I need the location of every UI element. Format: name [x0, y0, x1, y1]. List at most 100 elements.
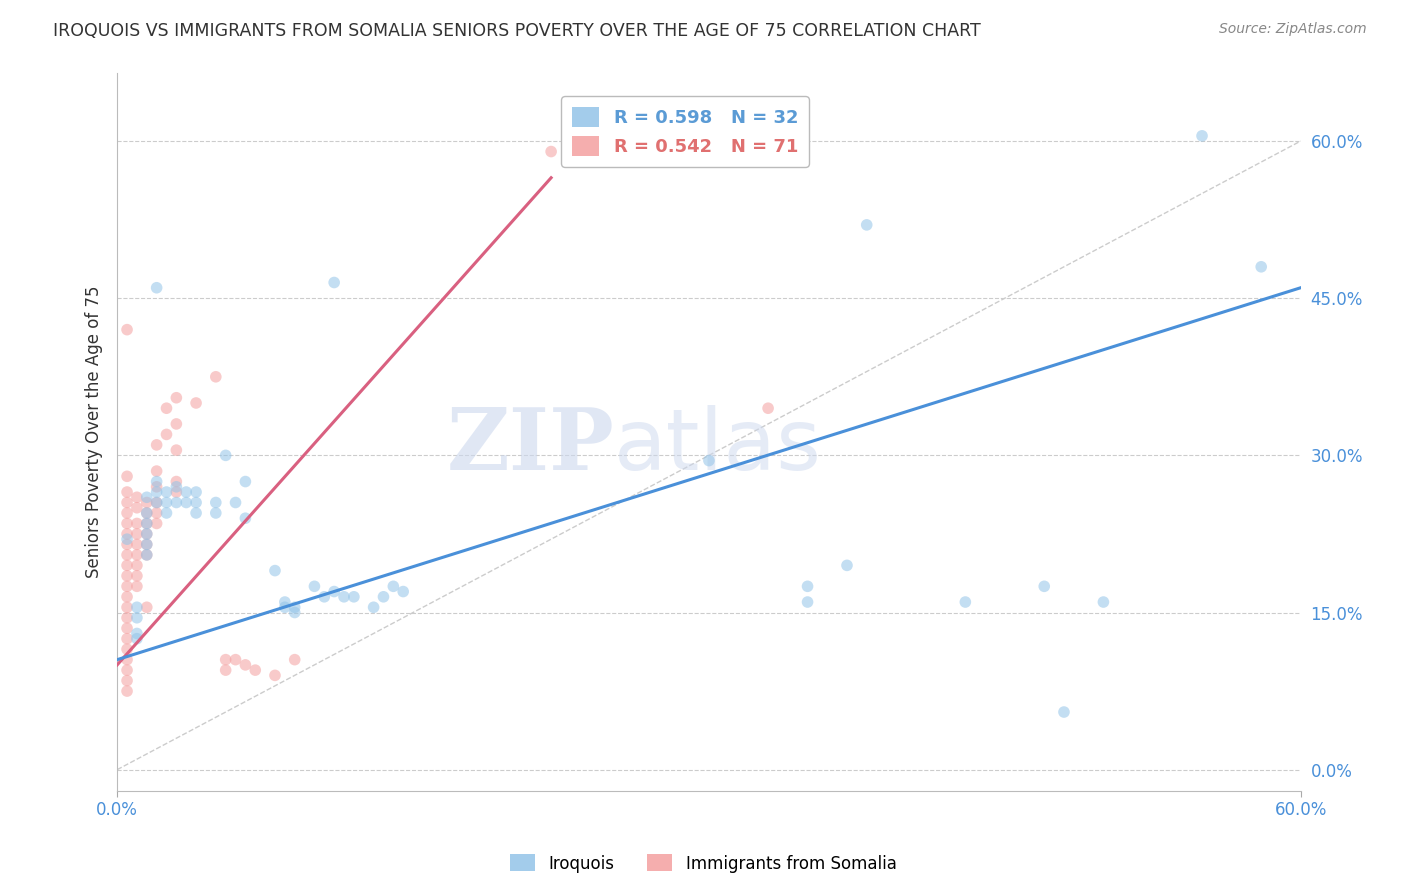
Point — [1250, 260, 1272, 274]
Point — [323, 584, 346, 599]
Point — [115, 469, 138, 483]
Point — [125, 632, 148, 646]
Point — [184, 506, 207, 520]
Point — [165, 485, 187, 500]
Point — [145, 495, 167, 509]
Point — [284, 600, 307, 615]
Point — [125, 579, 148, 593]
Point — [343, 590, 366, 604]
Point — [697, 453, 720, 467]
Point — [125, 548, 148, 562]
Point — [204, 369, 226, 384]
Point — [165, 475, 187, 489]
Point — [363, 600, 385, 615]
Point — [135, 506, 157, 520]
Point — [165, 417, 187, 431]
Point — [115, 684, 138, 698]
Point — [115, 579, 138, 593]
Point — [115, 611, 138, 625]
Legend: Iroquois, Immigrants from Somalia: Iroquois, Immigrants from Somalia — [503, 847, 903, 880]
Point — [145, 485, 167, 500]
Point — [135, 516, 157, 531]
Point — [215, 663, 238, 677]
Point — [225, 495, 247, 509]
Point — [135, 516, 157, 531]
Point — [373, 590, 395, 604]
Point — [796, 579, 818, 593]
Point — [1191, 128, 1213, 143]
Point — [125, 600, 148, 615]
Point — [115, 516, 138, 531]
Point — [225, 653, 247, 667]
Point — [145, 475, 167, 489]
Point — [125, 558, 148, 573]
Point — [145, 464, 167, 478]
Point — [165, 480, 187, 494]
Point — [392, 584, 415, 599]
Point — [135, 600, 157, 615]
Point — [115, 558, 138, 573]
Point — [115, 548, 138, 562]
Point — [184, 485, 207, 500]
Point — [135, 537, 157, 551]
Point — [284, 653, 307, 667]
Point — [125, 516, 148, 531]
Point — [215, 448, 238, 462]
Point — [155, 427, 177, 442]
Point — [264, 668, 287, 682]
Point — [323, 276, 346, 290]
Point — [115, 485, 138, 500]
Text: IROQUOIS VS IMMIGRANTS FROM SOMALIA SENIORS POVERTY OVER THE AGE OF 75 CORRELATI: IROQUOIS VS IMMIGRANTS FROM SOMALIA SENI… — [53, 22, 981, 40]
Point — [125, 537, 148, 551]
Point — [115, 600, 138, 615]
Point — [125, 626, 148, 640]
Point — [115, 323, 138, 337]
Point — [382, 579, 405, 593]
Point — [1092, 595, 1115, 609]
Point — [115, 621, 138, 635]
Point — [215, 653, 238, 667]
Legend: R = 0.598   N = 32, R = 0.542   N = 71: R = 0.598 N = 32, R = 0.542 N = 71 — [561, 96, 808, 167]
Point — [145, 516, 167, 531]
Point — [115, 527, 138, 541]
Point — [125, 611, 148, 625]
Point — [115, 673, 138, 688]
Point — [135, 548, 157, 562]
Point — [235, 475, 257, 489]
Point — [756, 401, 779, 416]
Point — [284, 606, 307, 620]
Text: ZIP: ZIP — [447, 404, 614, 488]
Point — [115, 663, 138, 677]
Point — [314, 590, 336, 604]
Point — [274, 600, 297, 615]
Point — [184, 396, 207, 410]
Point — [165, 443, 187, 458]
Point — [245, 663, 267, 677]
Point — [155, 401, 177, 416]
Point — [264, 564, 287, 578]
Point — [184, 495, 207, 509]
Point — [115, 653, 138, 667]
Point — [1033, 579, 1056, 593]
Point — [235, 657, 257, 672]
Point — [796, 595, 818, 609]
Point — [174, 495, 197, 509]
Point — [125, 527, 148, 541]
Point — [115, 642, 138, 657]
Point — [145, 506, 167, 520]
Point — [135, 490, 157, 504]
Point — [174, 485, 197, 500]
Point — [145, 480, 167, 494]
Point — [125, 569, 148, 583]
Point — [115, 506, 138, 520]
Text: atlas: atlas — [614, 405, 823, 488]
Point — [135, 527, 157, 541]
Point — [165, 495, 187, 509]
Point — [145, 281, 167, 295]
Point — [304, 579, 326, 593]
Point — [204, 495, 226, 509]
Point — [540, 145, 562, 159]
Point — [135, 548, 157, 562]
Point — [115, 632, 138, 646]
Point — [274, 595, 297, 609]
